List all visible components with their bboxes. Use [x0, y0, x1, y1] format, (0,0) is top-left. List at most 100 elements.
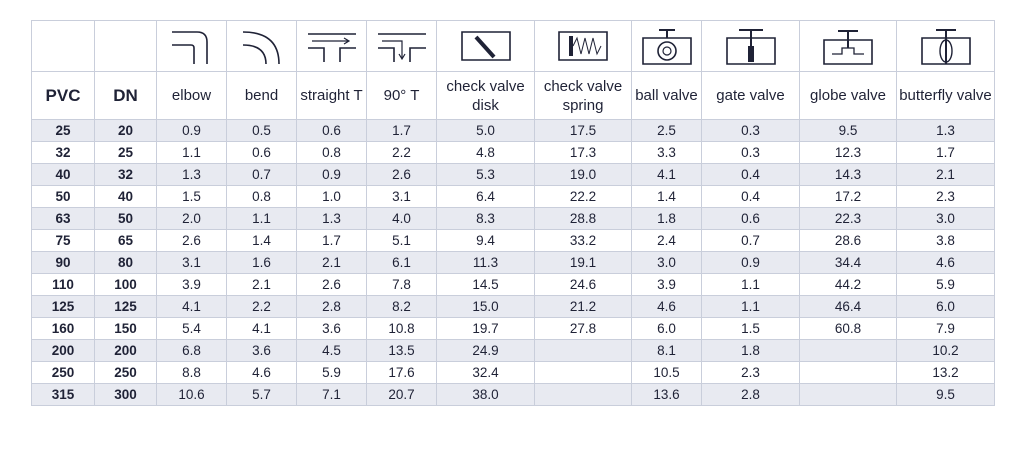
- equivalent-length-cell: 0.9: [156, 119, 227, 142]
- pvc-size-cell: 75: [31, 229, 95, 252]
- gate-valve-icon-cell: [701, 20, 800, 72]
- equivalent-length-cell: 7.9: [896, 317, 995, 340]
- column-header: straight T: [296, 71, 367, 120]
- equivalent-length-cell: 21.2: [534, 295, 632, 318]
- straight-tee-icon: [307, 33, 356, 62]
- equivalent-length-cell: 4.6: [896, 251, 995, 274]
- equivalent-length-cell: 3.9: [631, 273, 702, 296]
- equivalent-length-cell: 8.2: [366, 295, 437, 318]
- equivalent-length-cell: 24.9: [436, 339, 535, 362]
- ninety-degree-tee-icon-cell: [366, 20, 437, 72]
- dn-size-cell: 50: [94, 207, 157, 230]
- equivalent-length-cell: 0.8: [296, 141, 367, 164]
- bend-icon-cell: [226, 20, 297, 72]
- equivalent-length-cell: 9.5: [896, 383, 995, 406]
- equivalent-length-cell: 3.1: [366, 185, 437, 208]
- equivalent-length-cell: 1.6: [226, 251, 297, 274]
- globe-valve-icon-cell: [799, 20, 897, 72]
- table-body: 25 20 0.9 0.5 0.6 1.7 5.0 17.5 2.5 0.3 9.5 1.3 32 25 1…: [31, 119, 995, 406]
- equivalent-length-cell: 32.4: [436, 361, 535, 384]
- check-valve-disk-icon-cell: [436, 20, 535, 72]
- equivalent-length-cell: 17.5: [534, 119, 632, 142]
- equivalent-length-cell: 5.7: [226, 383, 297, 406]
- equivalent-length-cell: [534, 361, 632, 384]
- equivalent-length-cell: 5.1: [366, 229, 437, 252]
- table-row: 75 65 2.6 1.4 1.7 5.1 9.4 33.2 2.4 0.7 28.6 3.8: [31, 229, 995, 252]
- equivalent-length-cell: 1.3: [896, 119, 995, 142]
- equivalent-length-cell: 4.6: [631, 295, 702, 318]
- equivalent-length-cell: 4.1: [631, 163, 702, 186]
- equivalent-length-cell: 46.4: [799, 295, 897, 318]
- table-row: 200 200 6.8 3.6 4.5 13.5 24.9 8.1 1.8 10.2: [31, 339, 995, 362]
- equivalent-length-cell: 28.6: [799, 229, 897, 252]
- equivalent-length-cell: 19.1: [534, 251, 632, 274]
- equivalent-length-cell: 2.0: [156, 207, 227, 230]
- equivalent-length-cell: 3.6: [226, 339, 297, 362]
- dn-size-cell: 25: [94, 141, 157, 164]
- equivalent-length-cell: [799, 383, 897, 406]
- equivalent-length-cell: 14.5: [436, 273, 535, 296]
- equivalent-length-cell: 17.6: [366, 361, 437, 384]
- equivalent-length-cell: 1.4: [631, 185, 702, 208]
- equivalent-length-cell: 0.9: [701, 251, 800, 274]
- bend-icon: [242, 31, 280, 65]
- equivalent-length-cell: 2.1: [896, 163, 995, 186]
- equivalent-length-cell: 2.2: [226, 295, 297, 318]
- equivalent-length-cell: 19.7: [436, 317, 535, 340]
- equivalent-length-cell: 17.3: [534, 141, 632, 164]
- equivalent-length-cell: 8.8: [156, 361, 227, 384]
- globe-valve-icon: [823, 30, 873, 65]
- equivalent-length-cell: 1.4: [226, 229, 297, 252]
- table-row: 110 100 3.9 2.1 2.6 7.8 14.5 24.6 3.9 1.1 44.2 5.9: [31, 273, 995, 296]
- equivalent-length-cell: 2.5: [631, 119, 702, 142]
- equivalent-length-cell: 9.4: [436, 229, 535, 252]
- butterfly-valve-icon: [920, 29, 971, 65]
- equivalent-length-cell: 1.7: [896, 141, 995, 164]
- equivalent-length-cell: 0.9: [296, 163, 367, 186]
- equivalent-length-cell: 34.4: [799, 251, 897, 274]
- pvc-size-cell: 110: [31, 273, 95, 296]
- equivalent-length-cell: 4.8: [436, 141, 535, 164]
- equivalent-length-cell: 11.3: [436, 251, 535, 274]
- dn-size-cell: 20: [94, 119, 157, 142]
- equivalent-length-cell: 24.6: [534, 273, 632, 296]
- equivalent-length-cell: 0.6: [226, 141, 297, 164]
- column-header: check valve disk: [436, 71, 535, 120]
- pvc-size-cell: 32: [31, 141, 95, 164]
- table-row: 32 25 1.1 0.6 0.8 2.2 4.8 17.3 3.3 0.3 12.3 1.7: [31, 141, 995, 164]
- equivalent-length-cell: 5.3: [436, 163, 535, 186]
- column-header: PVC: [31, 71, 95, 120]
- equivalent-length-cell: 1.5: [701, 317, 800, 340]
- column-header: ball valve: [631, 71, 702, 120]
- elbow-icon-cell: [156, 20, 227, 72]
- ball-valve-icon: [641, 29, 692, 65]
- equivalent-length-cell: 44.2: [799, 273, 897, 296]
- equivalent-length-cell: [534, 383, 632, 406]
- equivalent-length-cell: 0.3: [701, 141, 800, 164]
- equivalent-length-cell: 2.6: [296, 273, 367, 296]
- equivalent-length-cell: 2.6: [156, 229, 227, 252]
- equivalent-length-cell: 5.0: [436, 119, 535, 142]
- table-row: 125 125 4.1 2.2 2.8 8.2 15.0 21.2 4.6 1.1 46.4 6.0: [31, 295, 995, 318]
- equivalent-length-cell: 2.3: [896, 185, 995, 208]
- dn-size-cell: 200: [94, 339, 157, 362]
- equivalent-length-cell: 0.8: [226, 185, 297, 208]
- equivalent-length-cell: 5.9: [896, 273, 995, 296]
- pvc-size-cell: 315: [31, 383, 95, 406]
- equivalent-length-cell: 13.5: [366, 339, 437, 362]
- dn-size-cell: 32: [94, 163, 157, 186]
- equivalent-length-cell: 0.4: [701, 163, 800, 186]
- equivalent-length-cell: 9.5: [799, 119, 897, 142]
- dn-size-cell: 300: [94, 383, 157, 406]
- fitting-equivalent-length-table: PVC DN elbow bend straight T 90° T check…: [31, 20, 995, 406]
- table-row: 160 150 5.4 4.1 3.6 10.8 19.7 27.8 6.0 1.5 60.8 7.9: [31, 317, 995, 340]
- column-header: gate valve: [701, 71, 800, 120]
- equivalent-length-cell: 1.7: [296, 229, 367, 252]
- column-header: check valve spring: [534, 71, 632, 120]
- equivalent-length-cell: [534, 339, 632, 362]
- equivalent-length-cell: 60.8: [799, 317, 897, 340]
- equivalent-length-cell: 1.8: [631, 207, 702, 230]
- butterfly-valve-icon-cell: [896, 20, 995, 72]
- table-row: 63 50 2.0 1.1 1.3 4.0 8.3 28.8 1.8 0.6 22.3 3.0: [31, 207, 995, 230]
- equivalent-length-cell: 3.9: [156, 273, 227, 296]
